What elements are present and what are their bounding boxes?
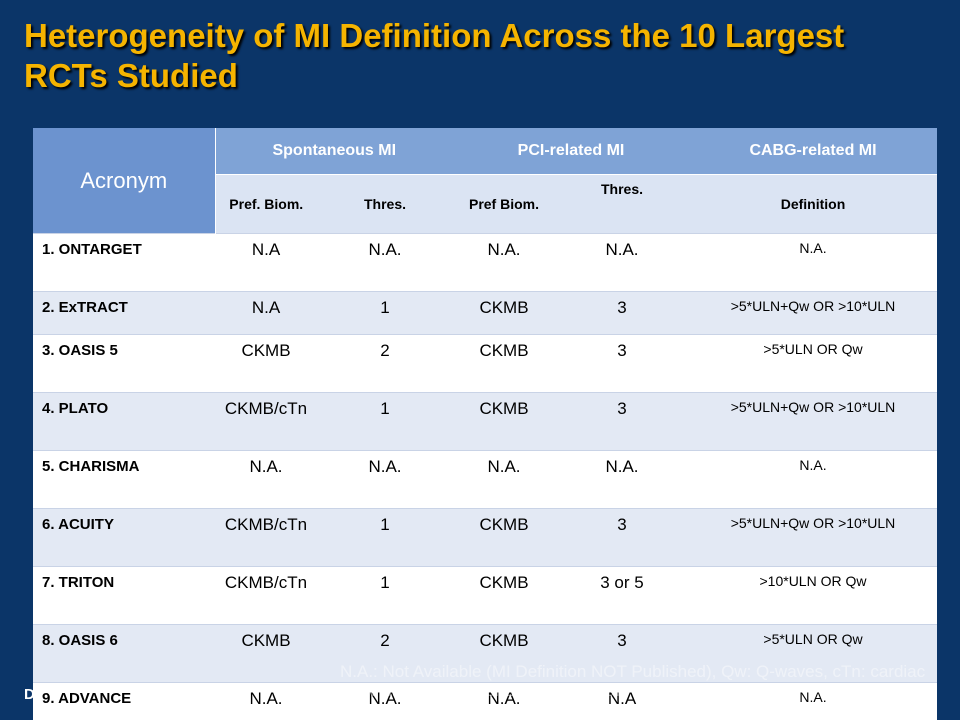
table-cell: 3 bbox=[555, 508, 689, 567]
table-cell: 2 bbox=[317, 624, 453, 683]
table-cell: CKMB bbox=[453, 291, 555, 335]
table-cell: N.A. bbox=[555, 233, 689, 292]
table-cell: N.A. bbox=[317, 682, 453, 720]
spontaneous-mi-header: Spontaneous MI bbox=[215, 128, 453, 175]
table-row: 4. PLATO CKMB/cTn 1 CKMB 3 >5*ULN+Qw OR … bbox=[33, 392, 937, 451]
trial-name: 8. OASIS 6 bbox=[33, 624, 215, 683]
table-cell: N.A. bbox=[453, 233, 555, 292]
table-row: 7. TRITON CKMB/cTn 1 CKMB 3 or 5 >10*ULN… bbox=[33, 566, 937, 625]
table-cell: N.A. bbox=[317, 450, 453, 509]
trial-name: 1. ONTARGET bbox=[33, 233, 215, 292]
table-cell: N.A. bbox=[317, 233, 453, 292]
table-row: 5. CHARISMA N.A. N.A. N.A. N.A. N.A. bbox=[33, 450, 937, 509]
trial-name: 4. PLATO bbox=[33, 392, 215, 451]
table-cell: >5*ULN+Qw OR >10*ULN bbox=[689, 508, 937, 567]
table-cell: 3 bbox=[555, 334, 689, 393]
table-cell: 3 bbox=[555, 291, 689, 335]
table-cell: 1 bbox=[317, 291, 453, 335]
table-cell: CKMB bbox=[215, 624, 317, 683]
table-cell: CKMB bbox=[453, 566, 555, 625]
table-cell: N.A. bbox=[453, 682, 555, 720]
trial-name: 3. OASIS 5 bbox=[33, 334, 215, 393]
subheader-pci-biomarker: Pref Biom. bbox=[453, 174, 555, 234]
cabg-related-mi-header: CABG-related MI bbox=[689, 128, 937, 175]
table-cell: 1 bbox=[317, 392, 453, 451]
table-row: 2. ExTRACT N.A 1 CKMB 3 >5*ULN+Qw OR >10… bbox=[33, 291, 937, 335]
table-cell: 3 bbox=[555, 392, 689, 451]
trial-name: 9. ADVANCE bbox=[33, 682, 215, 720]
table-cell: CKMB bbox=[453, 334, 555, 393]
table-cell: CKMB/cTn bbox=[215, 392, 317, 451]
corner-mark: D bbox=[24, 686, 35, 703]
subheader-pci-threshold: Thres. bbox=[555, 174, 689, 234]
table-cell: >5*ULN+Qw OR >10*ULN bbox=[689, 291, 937, 335]
table-cell: CKMB/cTn bbox=[215, 508, 317, 567]
trial-name: 6. ACUITY bbox=[33, 508, 215, 567]
table-cell: >10*ULN OR Qw bbox=[689, 566, 937, 625]
table-cell: N.A. bbox=[689, 450, 937, 509]
table-cell: CKMB bbox=[453, 392, 555, 451]
table-cell: >5*ULN OR Qw bbox=[689, 334, 937, 393]
acronym-header: Acronym bbox=[33, 128, 216, 234]
trial-name: 5. CHARISMA bbox=[33, 450, 215, 509]
table-cell: N.A. bbox=[689, 682, 937, 720]
table-cell: 3 or 5 bbox=[555, 566, 689, 625]
table-cell: >5*ULN OR Qw bbox=[689, 624, 937, 683]
table-row: 3. OASIS 5 CKMB 2 CKMB 3 >5*ULN OR Qw bbox=[33, 334, 937, 393]
table-cell: 2 bbox=[317, 334, 453, 393]
table-cell: N.A. bbox=[689, 233, 937, 292]
table-cell: N.A. bbox=[453, 450, 555, 509]
table-row: 9. ADVANCE N.A. N.A. N.A. N.A N.A. bbox=[33, 682, 937, 720]
table-row: 8. OASIS 6 CKMB 2 CKMB 3 >5*ULN OR Qw bbox=[33, 624, 937, 683]
subheader-spontaneous-threshold: Thres. bbox=[317, 174, 453, 234]
table-cell: N.A. bbox=[215, 682, 317, 720]
table-cell: 1 bbox=[317, 508, 453, 567]
table-cell: CKMB bbox=[215, 334, 317, 393]
pci-related-mi-header: PCI-related MI bbox=[453, 128, 689, 175]
table-cell: N.A. bbox=[555, 450, 689, 509]
subheader-cabg-definition: Definition bbox=[689, 174, 937, 234]
table-cell: N.A. bbox=[215, 450, 317, 509]
trial-name: 7. TRITON bbox=[33, 566, 215, 625]
table-cell: CKMB bbox=[453, 624, 555, 683]
table-cell: CKMB/cTn bbox=[215, 566, 317, 625]
table-cell: 3 bbox=[555, 624, 689, 683]
subheader-spontaneous-biomarker: Pref. Biom. bbox=[215, 174, 317, 234]
slide-title: Heterogeneity of MI Definition Across th… bbox=[24, 17, 845, 94]
table-cell: N.A bbox=[215, 291, 317, 335]
table-cell: 1 bbox=[317, 566, 453, 625]
table-cell: N.A bbox=[555, 682, 689, 720]
table-cell: CKMB bbox=[453, 508, 555, 567]
mi-definition-table: Acronym Spontaneous MI PCI-related MI CA… bbox=[33, 128, 937, 720]
trial-name: 2. ExTRACT bbox=[33, 291, 215, 335]
table-cell: N.A bbox=[215, 233, 317, 292]
table-row: 6. ACUITY CKMB/cTn 1 CKMB 3 >5*ULN+Qw OR… bbox=[33, 508, 937, 567]
table-cell: >5*ULN+Qw OR >10*ULN bbox=[689, 392, 937, 451]
table-row: 1. ONTARGET N.A N.A. N.A. N.A. N.A. bbox=[33, 233, 937, 292]
